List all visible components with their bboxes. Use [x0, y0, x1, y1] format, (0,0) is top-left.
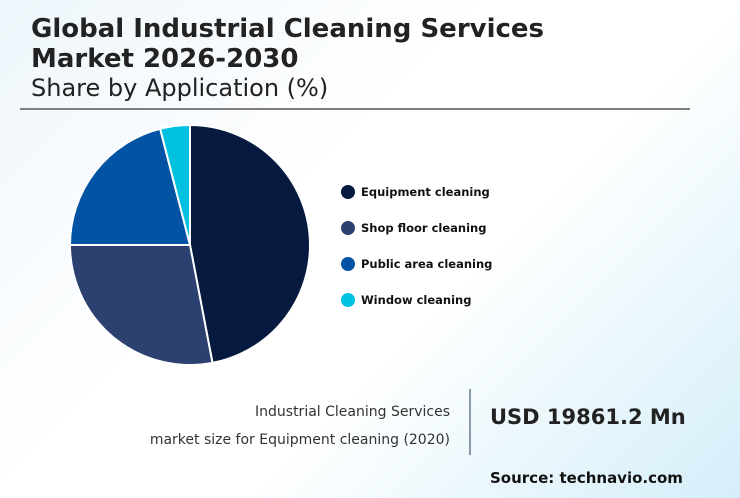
market-size-value: USD 19861.2 Mn — [490, 405, 686, 429]
legend-item: Equipment cleaning — [341, 174, 492, 210]
source-credit: Source: technavio.com — [490, 469, 683, 487]
legend-dot-icon — [341, 221, 355, 235]
chart-subtitle: Share by Application (%) — [31, 74, 329, 102]
description-line-1: Industrial Cleaning Services — [255, 404, 450, 420]
legend-dot-icon — [341, 257, 355, 271]
legend-item: Shop floor cleaning — [341, 210, 492, 246]
pie-slice-window-cleaning — [158, 123, 191, 246]
legend-dot-icon — [341, 293, 355, 307]
legend-label: Public area cleaning — [361, 257, 493, 271]
pie-slice-public-area-cleaning — [68, 127, 192, 246]
pie-chart — [68, 123, 311, 366]
description-line-2: market size for Equipment cleaning (2020… — [149, 432, 450, 448]
legend-label: Equipment cleaning — [361, 185, 490, 199]
legend-label: Shop floor cleaning — [361, 221, 487, 235]
pie-slice-shop-floor-cleaning — [68, 244, 214, 366]
value-divider — [469, 389, 471, 455]
market-size-description: Industrial Cleaning Services market size… — [150, 398, 450, 454]
legend-dot-icon — [341, 185, 355, 199]
page-title: Global Industrial Cleaning Services Mark… — [31, 14, 544, 74]
legend-item: Public area cleaning — [341, 246, 492, 282]
pie-slice-equipment-cleaning — [189, 123, 311, 365]
title-line-2: Market 2026-2030 — [31, 44, 299, 74]
legend-label: Window cleaning — [361, 293, 472, 307]
legend-item: Window cleaning — [341, 282, 492, 318]
title-divider — [20, 108, 690, 110]
legend: Equipment cleaning Shop floor cleaning P… — [341, 174, 492, 318]
title-line-1: Global Industrial Cleaning Services — [31, 14, 545, 44]
